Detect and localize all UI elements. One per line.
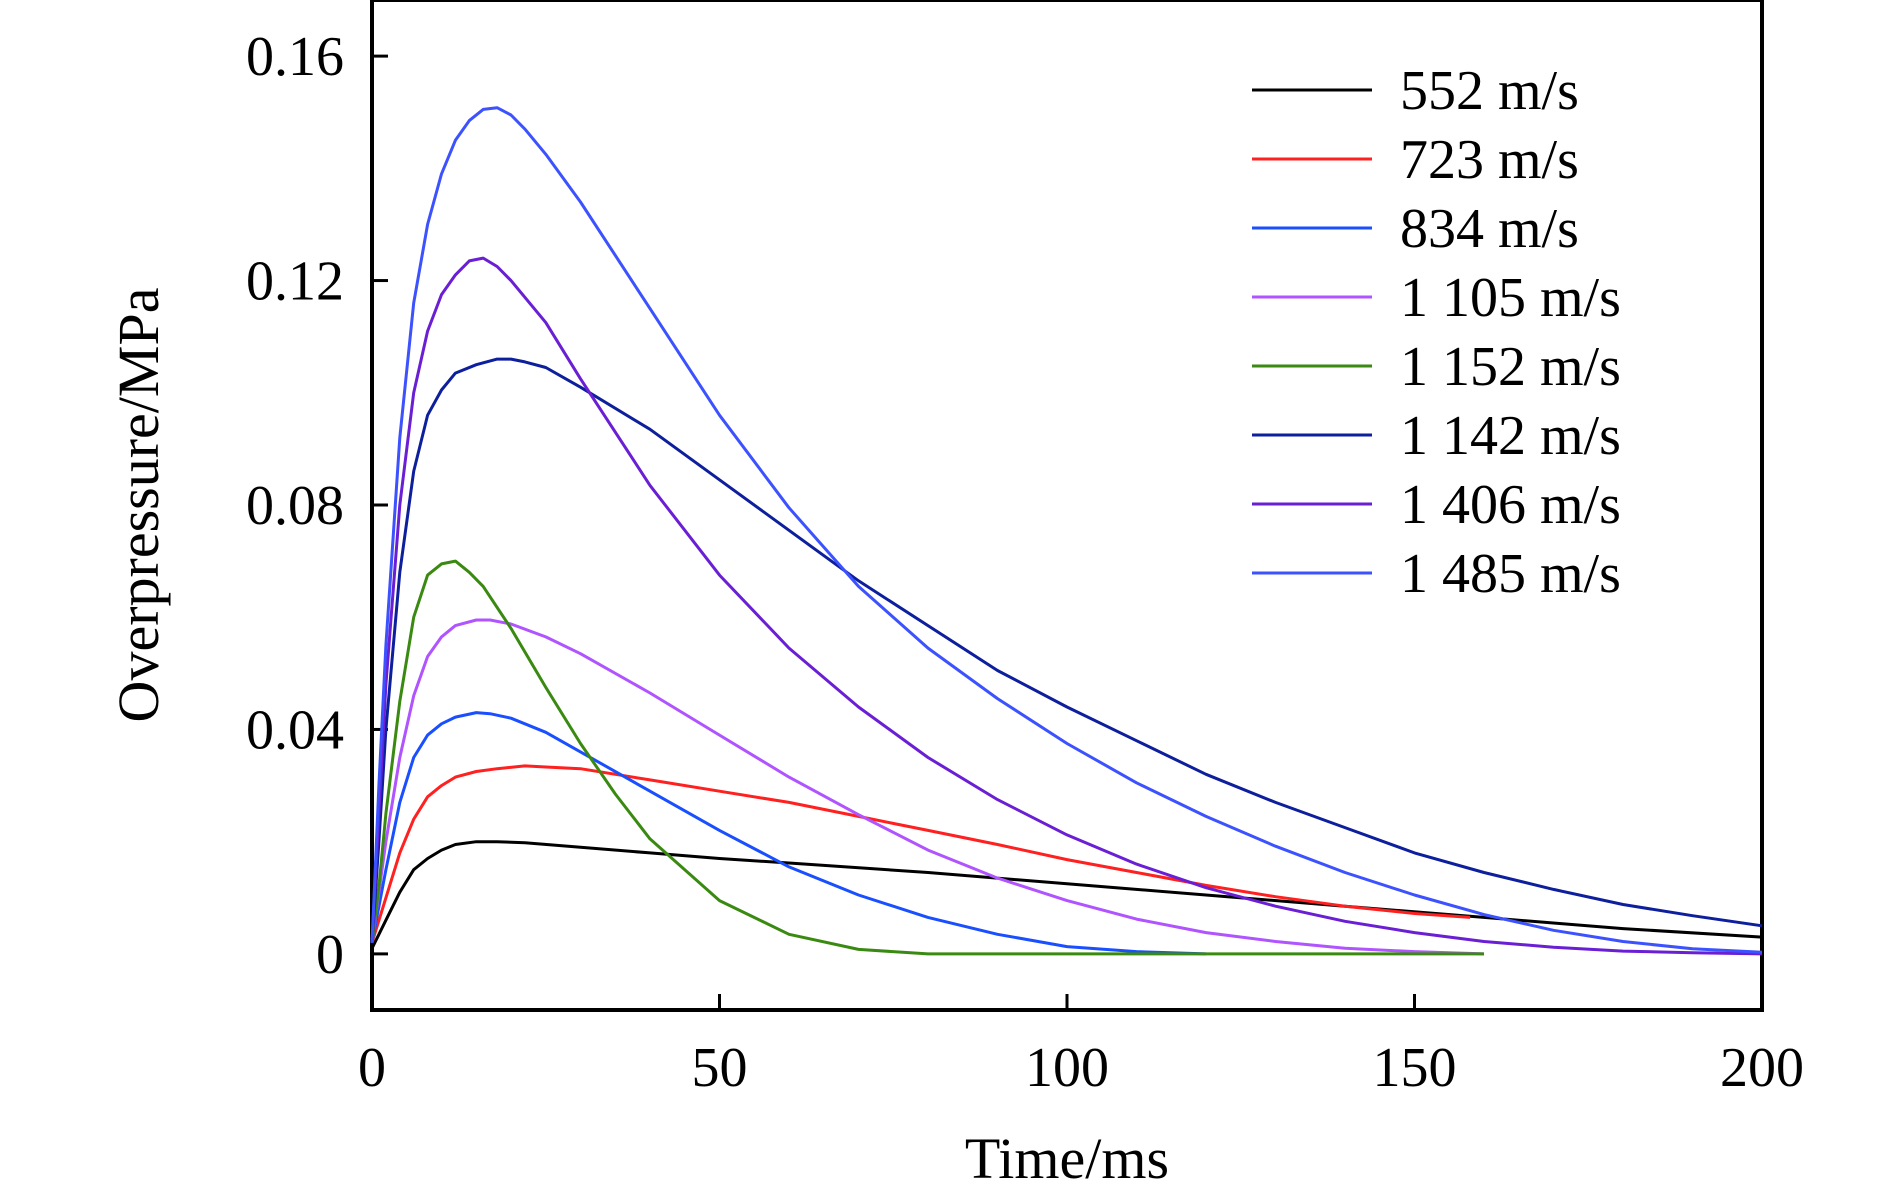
y-axis-title: Overpressure/MPa xyxy=(106,288,171,723)
legend-label-3: 1 105 m/s xyxy=(1400,267,1621,329)
x-axis: 0 50 100 150 200 xyxy=(358,994,1804,1099)
y-tick-label: 0.04 xyxy=(246,699,344,761)
legend-label-6: 1 406 m/s xyxy=(1400,474,1621,536)
x-tick-label: 0 xyxy=(358,1037,386,1099)
y-tick-label: 0 xyxy=(316,924,344,986)
y-tick-label: 0.08 xyxy=(246,475,344,537)
series-line-5 xyxy=(370,357,1763,943)
series-lines xyxy=(370,106,1763,956)
legend-label-1: 723 m/s xyxy=(1400,129,1579,191)
legend-label-0: 552 m/s xyxy=(1400,60,1579,122)
y-tick-label: 0.12 xyxy=(246,251,344,313)
series-line-1 xyxy=(370,764,1471,944)
x-tick-label: 150 xyxy=(1373,1037,1457,1099)
legend-label-2: 834 m/s xyxy=(1400,198,1579,260)
y-axis: 0 0.04 0.08 0.12 0.16 xyxy=(246,26,388,986)
series-line-4 xyxy=(370,559,1484,956)
x-tick-label: 50 xyxy=(692,1037,748,1099)
series-line-6 xyxy=(370,256,1763,956)
series-line-0 xyxy=(370,840,1763,949)
series-line-2 xyxy=(370,711,1207,956)
legend-label-4: 1 152 m/s xyxy=(1400,336,1621,398)
series-line-7 xyxy=(370,106,1763,954)
legend-label-5: 1 142 m/s xyxy=(1400,405,1621,467)
legend-label-7: 1 485 m/s xyxy=(1400,543,1621,605)
legend: 552 m/s 723 m/s 834 m/s 1 105 m/s 1 152 m/s 1… xyxy=(1252,60,1621,605)
y-tick-label: 0.16 xyxy=(246,26,344,88)
series-line-3 xyxy=(370,618,1485,956)
x-tick-label: 100 xyxy=(1025,1037,1109,1099)
x-tick-label: 200 xyxy=(1720,1037,1804,1099)
x-axis-title: Time/ms xyxy=(965,1126,1169,1191)
